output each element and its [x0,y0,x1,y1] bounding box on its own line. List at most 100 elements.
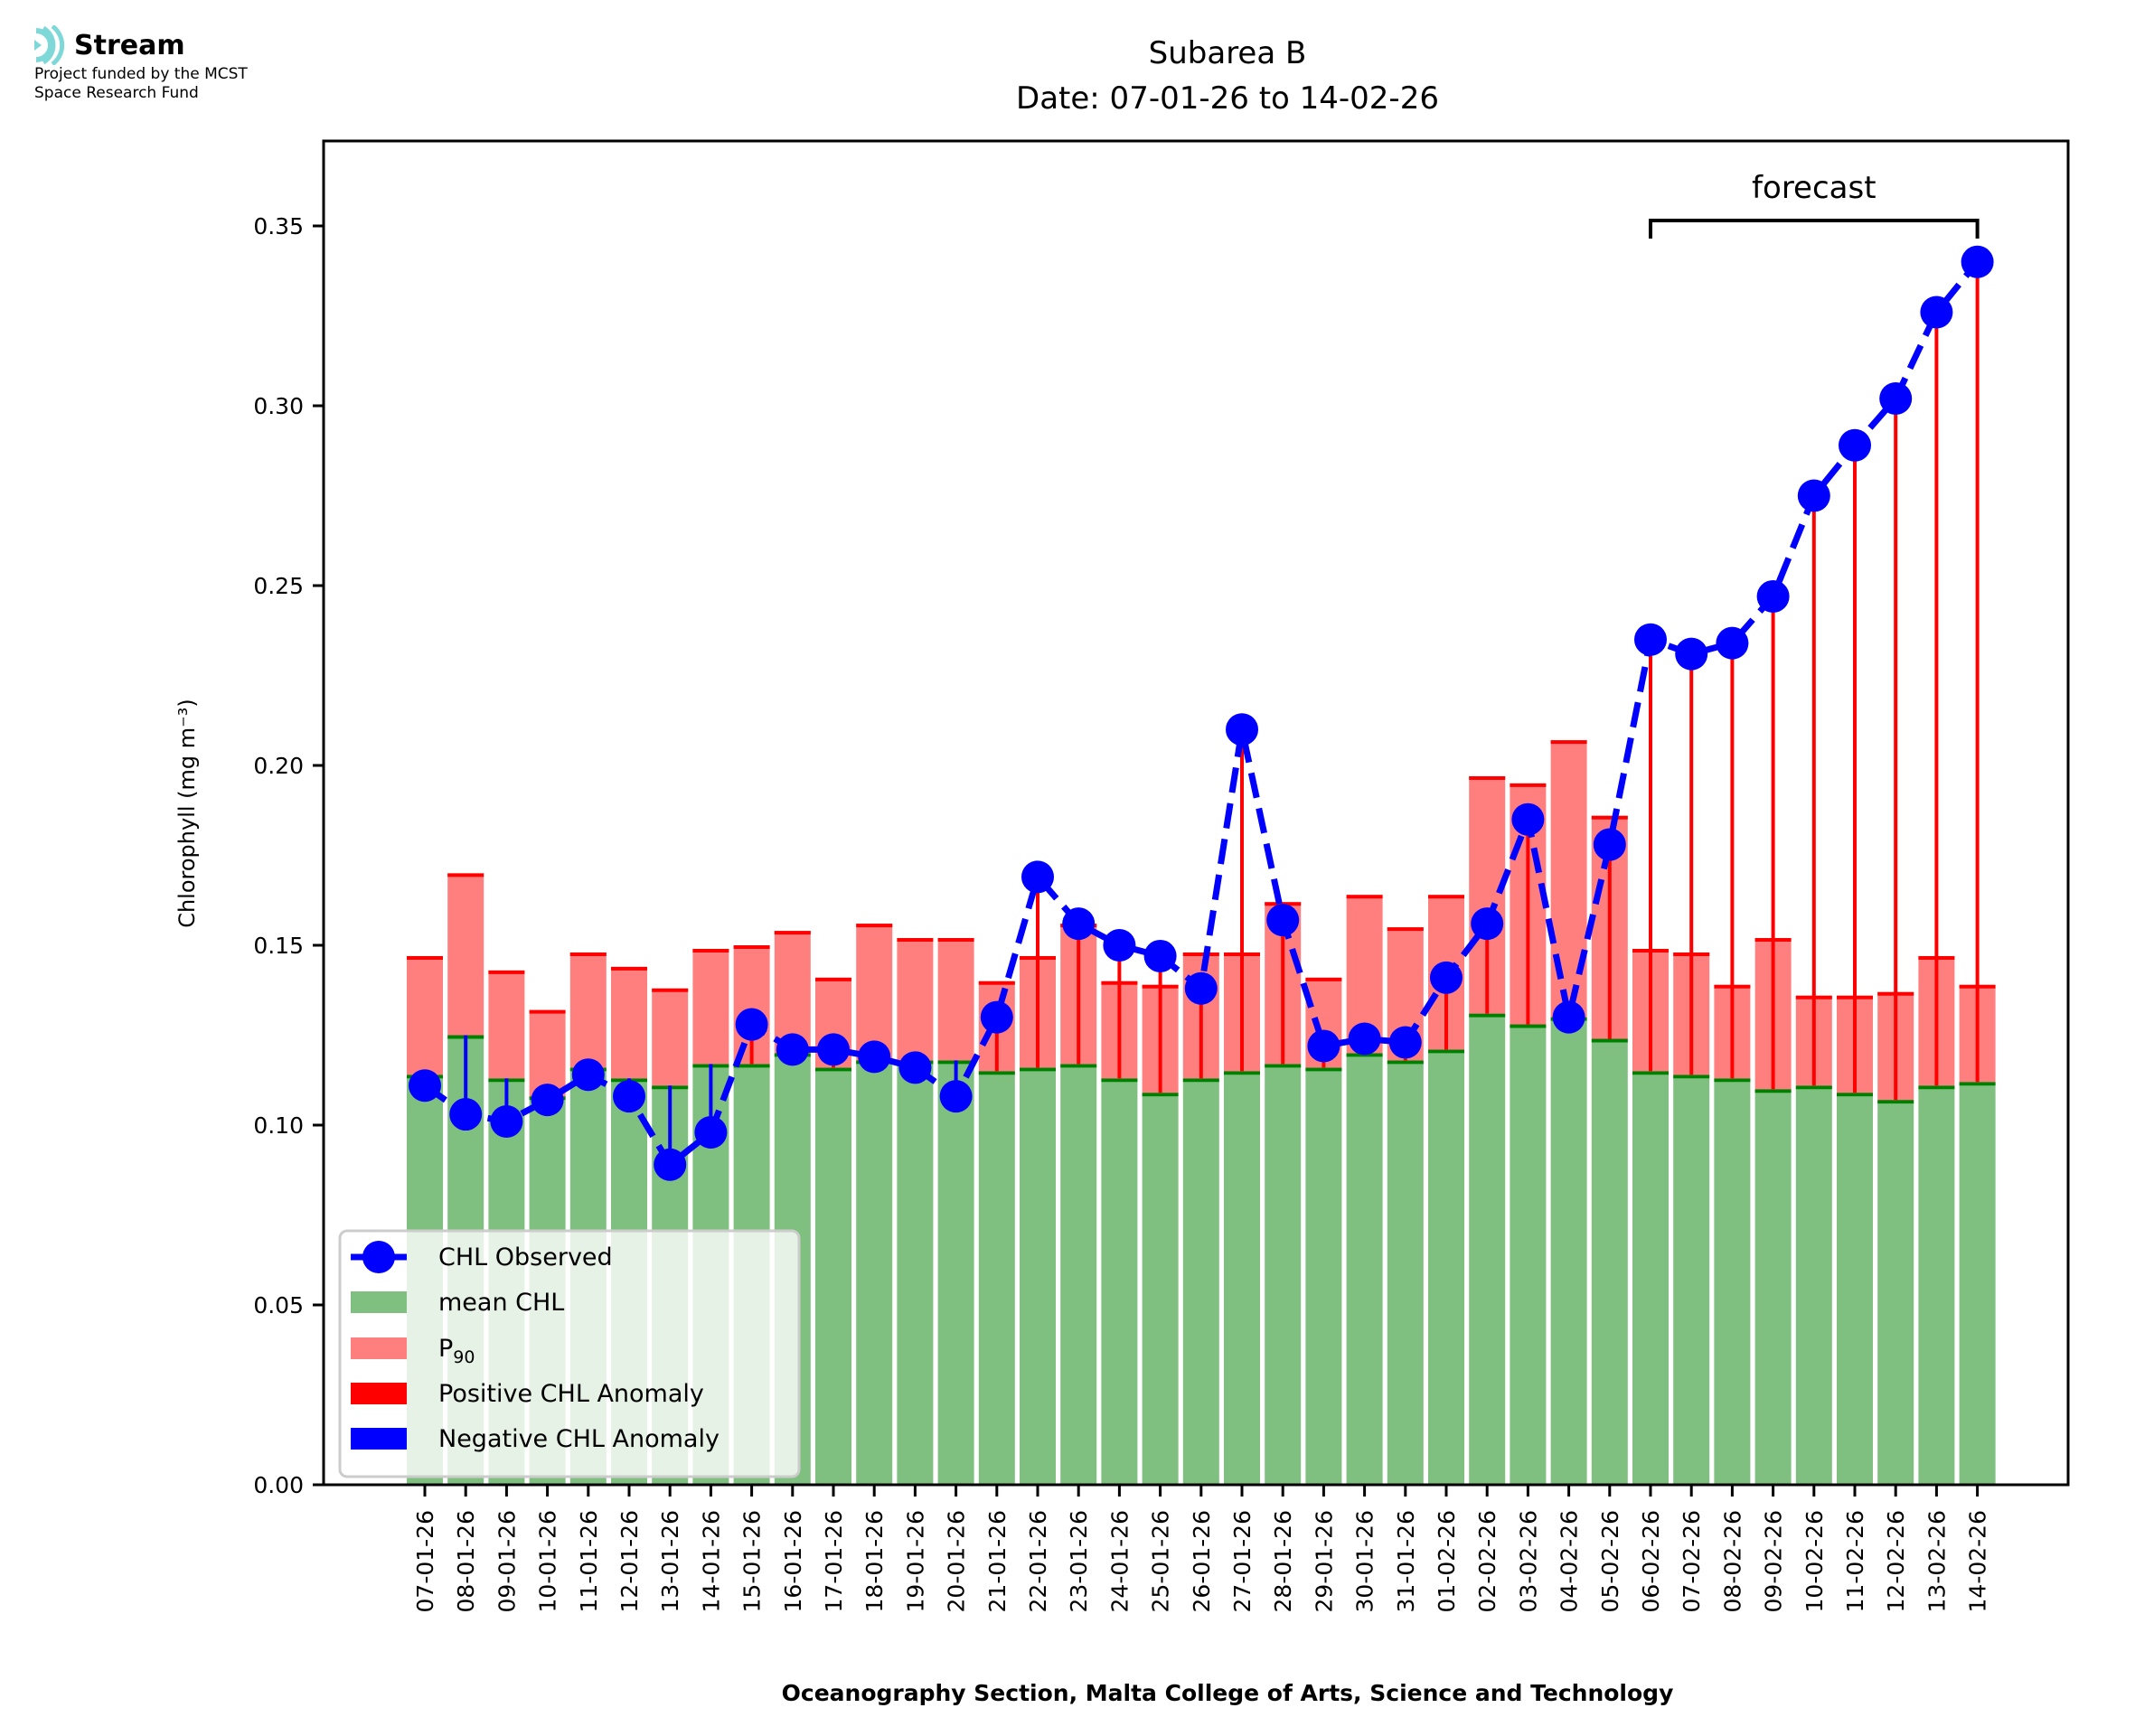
mean-chl-bar [1550,1017,1587,1485]
legend-positive-swatch [351,1383,407,1404]
mean-chl-bar [1142,1093,1179,1485]
x-tick-label: 13-01-26 [657,1510,683,1612]
observed-point [858,1040,891,1074]
mean-chl-bar [1101,1078,1138,1485]
observed-point [1920,296,1953,329]
logo-name: Stream [74,29,185,61]
mean-chl-bar [1469,1013,1506,1485]
x-tick-label: 18-01-26 [861,1510,888,1612]
x-tick-label: 12-01-26 [616,1510,643,1612]
mean-chl-bar [1387,1060,1424,1485]
mean-chl-bar [1224,1071,1260,1485]
observed-point [531,1084,564,1117]
legend-observed-marker-swatch [362,1241,395,1273]
mean-chl-bar [815,1067,851,1485]
legend-label: mean CHL [438,1289,564,1317]
observed-point [1593,828,1626,861]
observed-point [1552,1000,1585,1034]
p90-bar [897,938,934,1061]
y-tick-label: 0.15 [253,933,304,959]
anomaly-stems [423,261,1980,1165]
x-tick-label: 12-02-26 [1883,1510,1909,1612]
x-tick-label: 31-01-26 [1393,1510,1419,1612]
observed-point [1266,904,1300,937]
mean-chl-bar [1428,1049,1464,1485]
observed-point [1226,713,1258,746]
x-tick-label: 29-01-26 [1311,1510,1337,1612]
y-tick-label: 0.25 [253,573,304,599]
mean-chl-bar [1346,1053,1383,1485]
observed-point [1184,971,1218,1005]
stream-waves-icon [34,25,71,65]
x-tick-label: 01-02-26 [1434,1510,1460,1612]
x-tick-label: 07-01-26 [412,1510,438,1612]
x-tick-label: 30-01-26 [1352,1510,1378,1612]
observed-point [1062,907,1096,941]
mean-chl-bar [1754,1089,1792,1485]
x-tick-label: 11-01-26 [576,1510,602,1612]
observed-point [1716,626,1749,660]
x-tick-label: 09-01-26 [494,1510,520,1612]
observed-point [1634,623,1667,656]
legend-label: CHL Observed [438,1243,613,1272]
observed-point [449,1098,483,1131]
y-axis: 0.00 0.05 0.10 0.15 0.20 0.25 0.30 0.35 [253,213,324,1498]
chart-subtitle: Date: 07-01-26 to 14-02-26 [1016,80,1439,117]
x-tick-label: 06-02-26 [1638,1510,1664,1612]
mean-chl-bar [1305,1067,1342,1485]
x-tick-label: 20-01-26 [944,1510,970,1612]
p90-bar [652,988,689,1086]
x-tick-label: 17-01-26 [821,1510,847,1612]
legend-label: Negative CHL Anomaly [438,1425,720,1453]
observed-point [694,1115,728,1149]
chart-title: Subarea B [1149,35,1307,71]
mean-chl-bar [1510,1024,1547,1485]
observed-point [1511,802,1545,836]
p90-bar [1550,740,1587,1018]
logo-subtitle-line1: Project funded by the MCST [34,65,248,83]
x-tick-label: 16-01-26 [780,1510,806,1612]
observed-point [1879,382,1913,416]
p90-bar [447,873,484,1036]
x-tick-label: 26-01-26 [1189,1510,1215,1612]
observed-point [1307,1029,1340,1063]
mean-chl-bar [937,1060,974,1485]
observed-point [490,1105,523,1139]
observed-point [1797,479,1830,512]
observed-point [1021,860,1054,894]
legend-negative-swatch [351,1428,407,1450]
x-tick-label: 10-01-26 [535,1510,561,1612]
legend-label: Positive CHL Anomaly [438,1380,704,1408]
y-tick-label: 0.30 [253,393,304,419]
x-tick-label: 04-02-26 [1557,1510,1583,1612]
x-tick-label: 14-01-26 [698,1510,724,1612]
p90-bar [407,955,443,1075]
x-tick-label: 19-01-26 [902,1510,928,1612]
mean-chl-bar [1591,1038,1628,1485]
x-tick-label: 09-02-26 [1761,1510,1787,1612]
observed-point [735,1008,768,1041]
x-axis-label: Oceanography Section, Malta College of A… [782,1680,1674,1706]
mean-chl-bar [1877,1100,1914,1485]
y-tick-label: 0.05 [253,1292,304,1318]
x-tick-label: 05-02-26 [1597,1510,1623,1612]
mean-chl-bar [1020,1067,1056,1485]
observed-point [776,1033,809,1066]
x-tick-label: 27-01-26 [1229,1510,1256,1612]
p90-bar [937,938,974,1061]
observed-point [613,1080,645,1113]
mean-chl-bar [1714,1078,1751,1485]
p90-bar [488,970,525,1079]
observed-point [1143,939,1177,972]
observed-point [939,1080,973,1113]
observed-point [654,1148,687,1181]
mean-chl-bar [856,1060,893,1485]
mean-chl-bar [1673,1074,1710,1485]
mean-chl-bar [1060,1064,1097,1485]
plot-frame [322,139,2070,1487]
legend-p90-subscript: 90 [453,1347,475,1367]
p90-bar [856,924,893,1061]
observed-point [1756,579,1790,613]
